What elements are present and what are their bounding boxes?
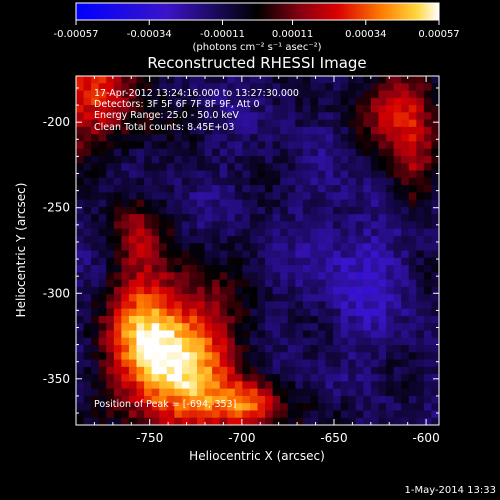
- colorbar-tick-label: 0.00057: [418, 29, 459, 40]
- y-tick-label: -200: [43, 115, 70, 129]
- y-tick-label: -250: [43, 201, 70, 215]
- colorbar-tick-label: 0.00034: [345, 29, 386, 40]
- plot-frame: [75, 75, 440, 426]
- y-tick-label: -300: [43, 286, 70, 300]
- colorbar-tick-label: -0.00034: [127, 29, 172, 40]
- info-total-counts: Clean Total counts: 8.45E+03: [94, 122, 234, 133]
- y-tick-label: -350: [43, 372, 70, 386]
- x-tick-label: -700: [228, 431, 255, 445]
- x-axis-ticks: -750 -700 -650 -600: [93, 76, 440, 445]
- observation-info: 17-Apr-2012 13:24:16.000 to 13:27:30.000…: [94, 88, 299, 133]
- peak-position-label: Position of Peak = [-694,-353]: [94, 399, 236, 410]
- info-detectors: Detectors: 3F 5F 6F 7F 8F 9F, Att 0: [94, 99, 260, 110]
- colorbar-tick-labels: -0.00057 -0.00034 -0.00011 0.00011 0.00034 0.…: [54, 29, 460, 40]
- info-time-range: 17-Apr-2012 13:24:16.000 to 13:27:30.000: [94, 88, 299, 99]
- footer-date: 1-May-2014 13:33: [404, 485, 496, 496]
- x-tick-label: -600: [412, 431, 439, 445]
- rhessi-image: [76, 76, 439, 425]
- colorbar-tick-label: -0.00011: [200, 29, 245, 40]
- colorbar: [75, 2, 440, 21]
- colorbar-units: (photons cm⁻² s⁻¹ asec⁻²): [192, 42, 321, 53]
- plot-title: Reconstructed RHESSI Image: [147, 54, 366, 72]
- info-energy-range: Energy Range: 25.0 - 50.0 keV: [94, 110, 239, 121]
- colorbar-tick-label: -0.00057: [54, 29, 99, 40]
- x-tick-label: -750: [136, 431, 163, 445]
- y-axis-label: Heliocentric Y (arcsec): [14, 183, 28, 318]
- y-axis-ticks: -200 -250 -300 -350: [43, 87, 439, 414]
- colorbar-tick-label: 0.00011: [272, 29, 313, 40]
- colorbar-ticks: [75, 20, 440, 25]
- x-axis-label: Heliocentric X (arcsec): [189, 449, 325, 463]
- x-tick-label: -650: [320, 431, 347, 445]
